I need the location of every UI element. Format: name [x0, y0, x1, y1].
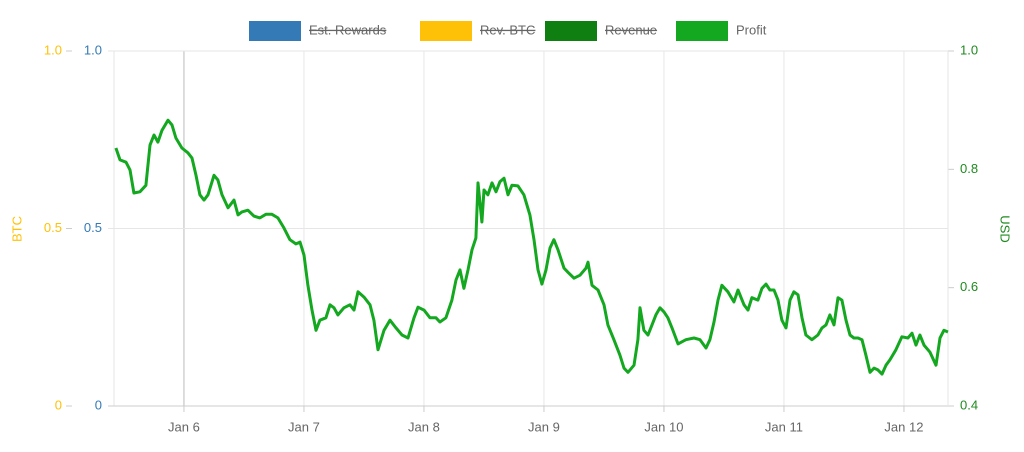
legend-swatch[interactable] [545, 21, 597, 41]
y3-tick-label: 0.5 [44, 220, 62, 235]
y3-axis-label: BTC [9, 216, 24, 242]
y2-tick-label: 1.0 [960, 42, 978, 57]
legend-swatch[interactable] [249, 21, 301, 41]
profit-line [114, 118, 949, 376]
x-tick-label: Jan 6 [168, 419, 200, 434]
legend-label[interactable]: Est. Rewards [309, 22, 387, 37]
y2-tick-label: 0.4 [960, 397, 978, 412]
x-tick-label: Jan 11 [765, 419, 803, 434]
legend-label[interactable]: Rev. BTC [480, 22, 535, 37]
y-tick-label: 1.0 [84, 42, 102, 57]
legend-swatch[interactable] [676, 21, 728, 41]
y2-tick-label: 0.8 [960, 161, 978, 176]
x-tick-label: Jan 7 [288, 419, 320, 434]
y3-tick-label: 0 [55, 397, 62, 412]
legend-label[interactable]: Profit [736, 22, 767, 37]
y3-tick-label: 1.0 [44, 42, 62, 57]
legend-swatch[interactable] [420, 21, 472, 41]
x-tick-label: Jan 10 [644, 419, 683, 434]
y2-tick-label: 0.6 [960, 279, 978, 294]
y2-axis-label: USD [998, 215, 1013, 242]
x-tick-label: Jan 8 [408, 419, 440, 434]
y-tick-label: 0 [95, 397, 102, 412]
legend-label[interactable]: Revenue [605, 22, 657, 37]
x-tick-label: Jan 9 [528, 419, 560, 434]
y-tick-label: 0.5 [84, 220, 102, 235]
x-tick-label: Jan 12 [884, 419, 923, 434]
